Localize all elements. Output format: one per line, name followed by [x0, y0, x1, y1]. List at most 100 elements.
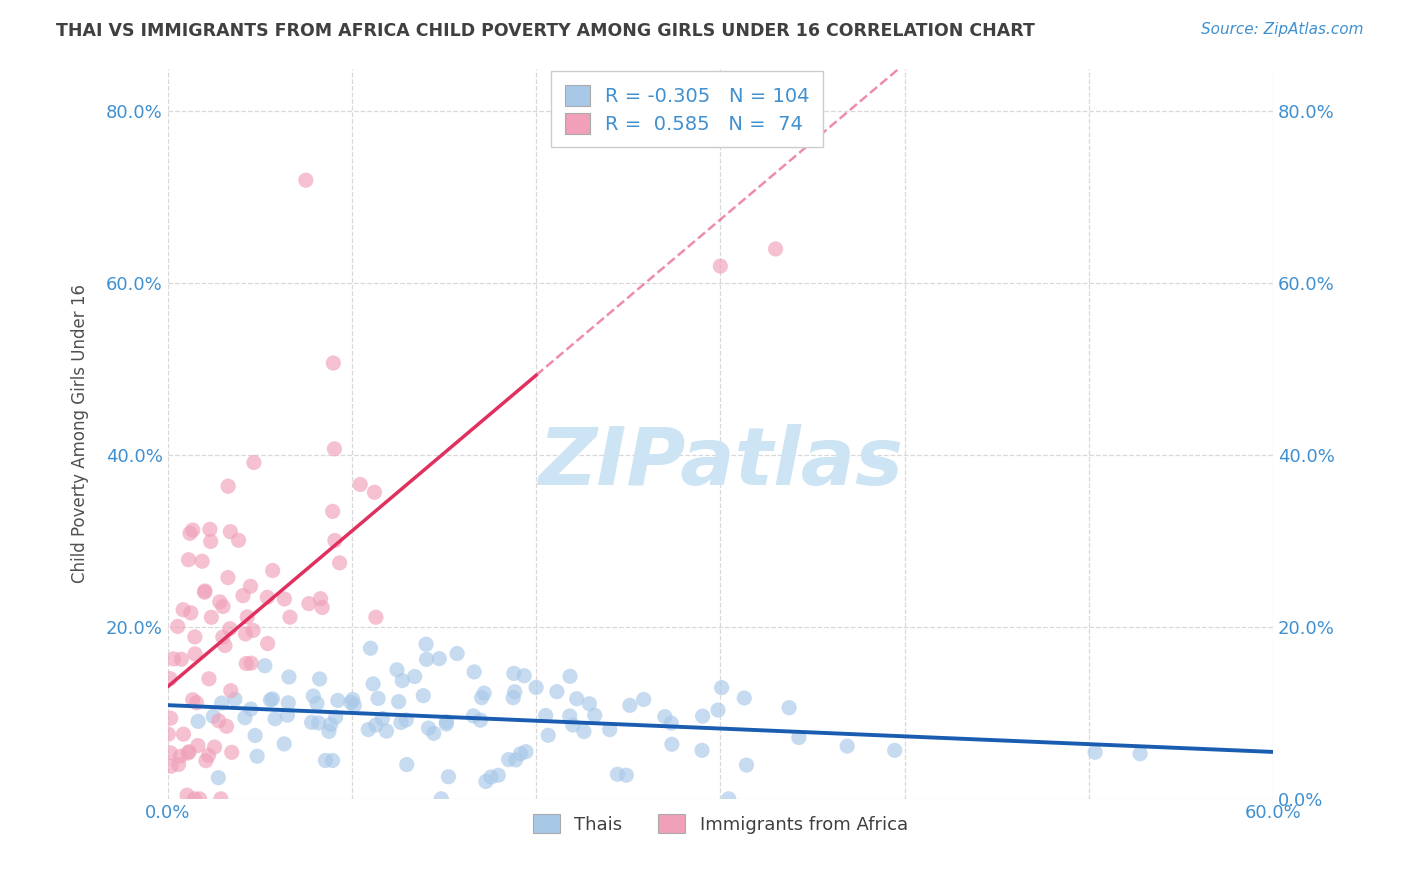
Point	[188, 792, 211, 806]
Point	[309, 591, 332, 606]
Point	[883, 743, 905, 757]
Point	[211, 630, 233, 644]
Point	[659, 716, 682, 731]
Text: ZIPatlas: ZIPatlas	[538, 424, 903, 502]
Point	[273, 591, 295, 606]
Point	[253, 658, 276, 673]
Point	[349, 477, 371, 491]
Point	[277, 696, 299, 710]
Point	[259, 693, 281, 707]
Point	[314, 754, 336, 768]
Point	[204, 739, 226, 754]
Point	[240, 656, 263, 670]
Point	[363, 485, 385, 500]
Point	[364, 718, 387, 732]
Point	[463, 665, 485, 679]
Point	[371, 712, 394, 726]
Point	[412, 689, 434, 703]
Point	[232, 589, 254, 603]
Point	[391, 673, 413, 688]
Point	[565, 691, 588, 706]
Point	[170, 652, 193, 666]
Point	[243, 729, 266, 743]
Point	[301, 715, 323, 730]
Point	[654, 709, 676, 723]
Point	[765, 242, 787, 256]
Point	[262, 692, 284, 706]
Point	[239, 579, 262, 593]
Point	[404, 669, 426, 683]
Point	[572, 724, 595, 739]
Point	[546, 684, 568, 698]
Point	[194, 584, 217, 599]
Point	[415, 637, 437, 651]
Point	[298, 597, 321, 611]
Point	[437, 770, 460, 784]
Point	[558, 669, 581, 683]
Point	[217, 479, 239, 493]
Point	[208, 595, 231, 609]
Point	[187, 739, 209, 753]
Point	[160, 759, 183, 773]
Point	[342, 692, 364, 706]
Point	[239, 702, 262, 716]
Point	[176, 788, 198, 802]
Point	[200, 534, 222, 549]
Point	[318, 724, 340, 739]
Point	[1129, 747, 1152, 761]
Point	[578, 697, 600, 711]
Point	[343, 698, 366, 713]
Point	[256, 636, 278, 650]
Point	[361, 677, 384, 691]
Point	[211, 696, 233, 710]
Point	[180, 606, 202, 620]
Point	[159, 672, 181, 686]
Point	[463, 709, 485, 723]
Point	[837, 739, 859, 753]
Point	[322, 504, 344, 518]
Point	[212, 599, 235, 614]
Point	[323, 533, 346, 548]
Point	[235, 657, 257, 671]
Point	[181, 692, 204, 706]
Point	[243, 456, 266, 470]
Point	[264, 712, 287, 726]
Point	[256, 591, 278, 605]
Point	[692, 709, 714, 723]
Point	[524, 681, 547, 695]
Point	[415, 652, 437, 666]
Point	[184, 647, 207, 661]
Point	[228, 533, 250, 548]
Point	[710, 681, 733, 695]
Point	[262, 564, 284, 578]
Point	[364, 610, 387, 624]
Point	[633, 692, 655, 706]
Point	[606, 767, 628, 781]
Point	[200, 610, 222, 624]
Point	[583, 708, 606, 723]
Point	[470, 713, 492, 727]
Point	[202, 709, 225, 723]
Point	[235, 627, 257, 641]
Point	[599, 723, 621, 737]
Point	[233, 711, 256, 725]
Point	[177, 746, 200, 760]
Point	[389, 715, 412, 730]
Point	[787, 731, 810, 745]
Point	[325, 710, 347, 724]
Text: Source: ZipAtlas.com: Source: ZipAtlas.com	[1201, 22, 1364, 37]
Point	[305, 697, 328, 711]
Point	[159, 711, 181, 725]
Point	[498, 753, 520, 767]
Point	[472, 686, 495, 700]
Point	[367, 691, 389, 706]
Point	[172, 727, 194, 741]
Point	[208, 714, 231, 728]
Point	[423, 726, 446, 740]
Point	[513, 669, 536, 683]
Point	[323, 442, 346, 456]
Point	[172, 603, 194, 617]
Point	[177, 552, 200, 566]
Text: THAI VS IMMIGRANTS FROM AFRICA CHILD POVERTY AMONG GIRLS UNDER 16 CORRELATION CH: THAI VS IMMIGRANTS FROM AFRICA CHILD POV…	[56, 22, 1035, 40]
Point	[446, 647, 468, 661]
